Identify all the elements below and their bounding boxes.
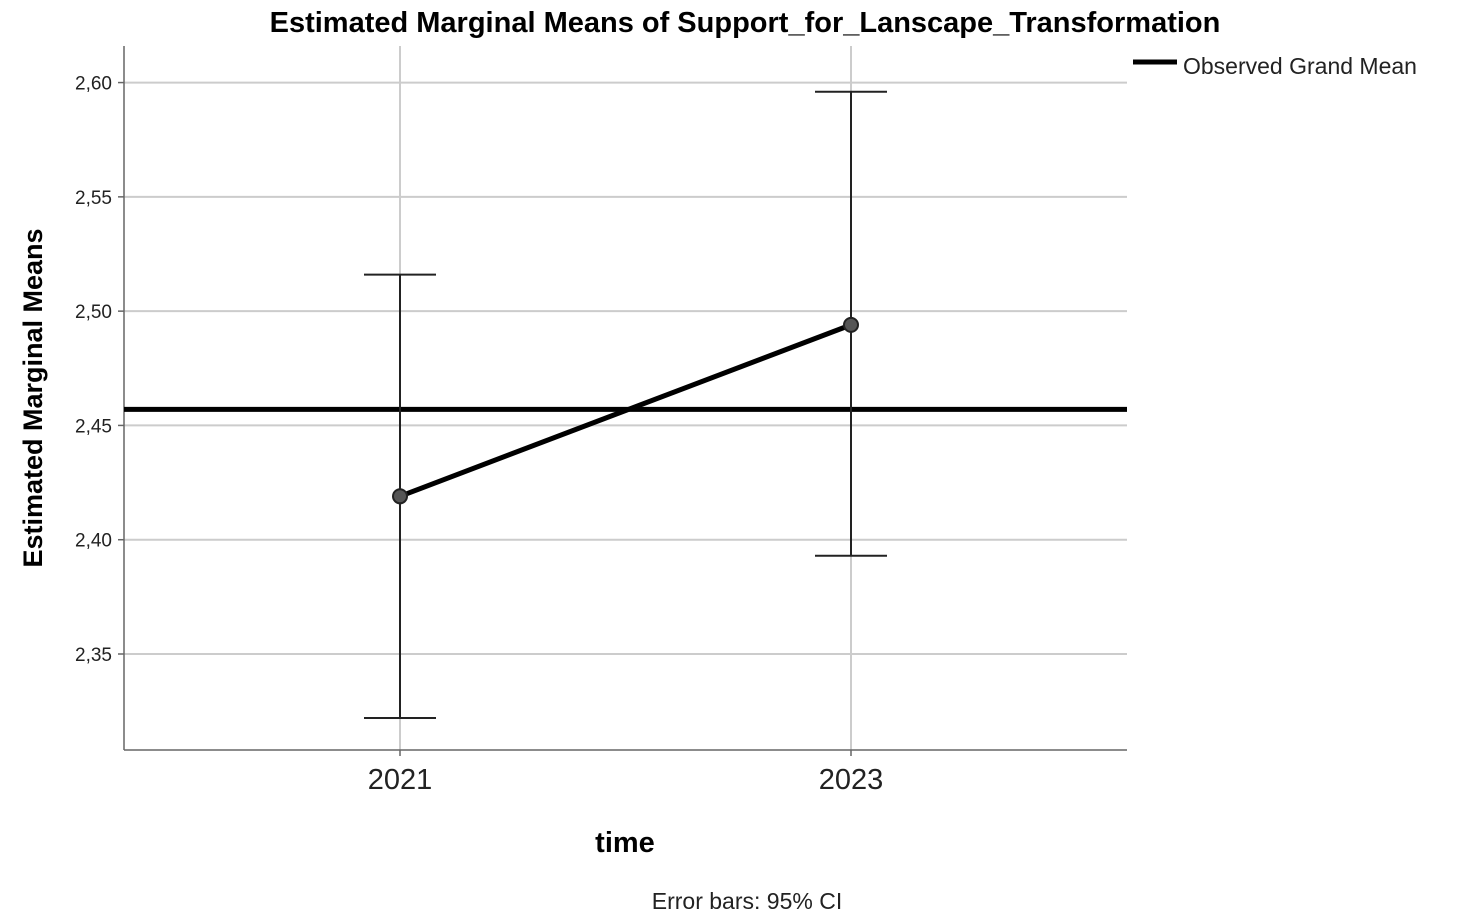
y-tick-label: 2,35 <box>75 645 112 666</box>
x-axis-label: time <box>595 827 655 859</box>
y-axis-label: Estimated Marginal Means <box>18 228 48 567</box>
y-tick-label: 2,40 <box>75 531 112 552</box>
chart-title: Estimated Marginal Means of Support_for_… <box>270 7 1221 39</box>
y-axis-ticks: 2,35 2,40 2,45 2,50 2,55 2,60 <box>75 74 124 666</box>
series-line <box>399 322 852 499</box>
data-points <box>392 316 859 505</box>
error-bars-note: Error bars: 95% CI <box>652 888 842 912</box>
data-point <box>392 488 408 505</box>
y-tick-label: 2,45 <box>75 416 112 437</box>
data-point <box>843 316 859 333</box>
y-tick-label: 2,60 <box>75 74 112 95</box>
x-tick-label: 2023 <box>819 764 884 796</box>
legend: Observed Grand Mean <box>1133 53 1417 79</box>
grid-lines <box>124 46 1127 750</box>
y-tick-label: 2,55 <box>75 188 112 209</box>
legend-entry-grand-mean: Observed Grand Mean <box>1183 53 1417 79</box>
y-tick-label: 2,50 <box>75 302 112 323</box>
x-tick-label: 2021 <box>368 764 433 796</box>
error-bars <box>364 90 887 719</box>
x-axis-ticks: 2021 2023 <box>368 750 884 796</box>
